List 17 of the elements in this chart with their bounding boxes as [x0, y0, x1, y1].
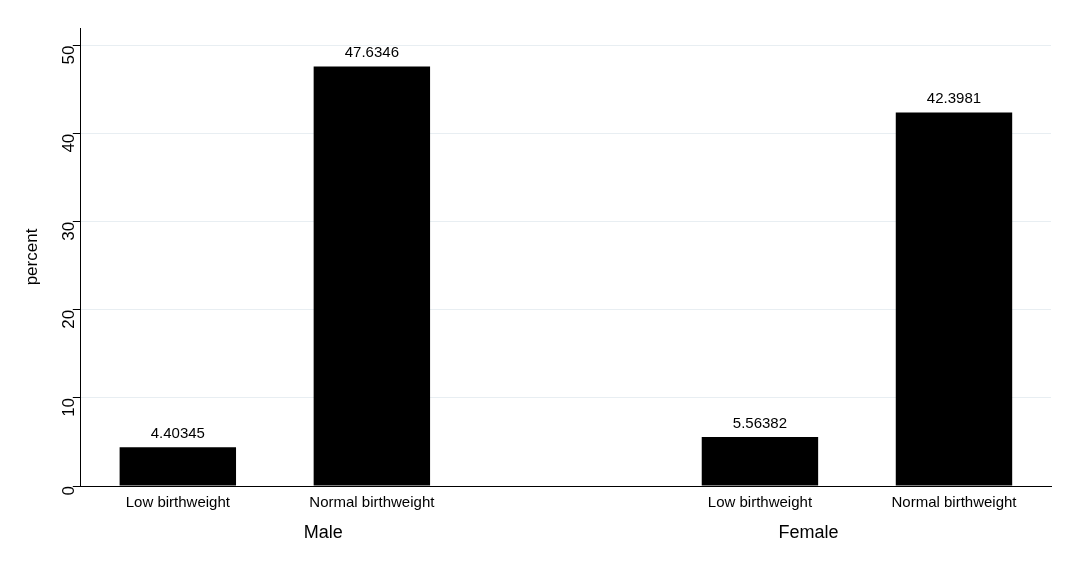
text: Female	[778, 521, 839, 542]
data-label: 47.6346	[344, 43, 399, 61]
x-tick-label: Normal birthweight	[891, 493, 1018, 511]
data-label: 4.40345	[150, 423, 205, 441]
data-label: 42.3981	[926, 89, 982, 107]
y-tick-label: 0	[59, 486, 79, 496]
text: Male	[303, 521, 343, 542]
x-tick-label: Low birthweight	[125, 493, 231, 511]
x-tick-label: Normal birthweight	[309, 493, 436, 511]
y-tick-label: 10	[59, 397, 79, 417]
x-tick-label: Low birthweight	[707, 493, 813, 511]
data-label: 5.56382	[732, 413, 788, 431]
y-tick-label: 20	[59, 309, 79, 329]
y-tick-label: 40	[59, 133, 79, 153]
y-tick-label: 50	[59, 45, 79, 65]
y-axis-title: percent	[21, 228, 41, 286]
y-tick-label: 30	[59, 221, 79, 241]
